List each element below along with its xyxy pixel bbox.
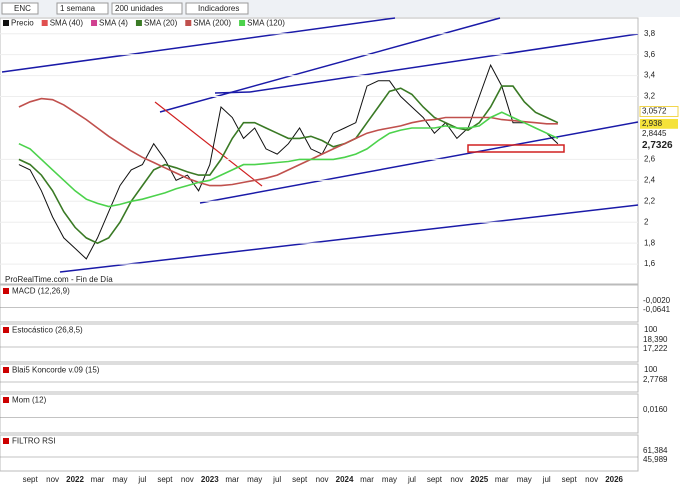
trend-line-red xyxy=(154,101,263,187)
series-line xyxy=(18,97,558,187)
x-tick-label: jul xyxy=(407,475,416,484)
y-tick-label: 3,8 xyxy=(644,29,656,38)
legend-swatch xyxy=(3,20,9,26)
indicator-title: FILTRO RSI xyxy=(12,437,55,446)
x-tick-label: jul xyxy=(272,475,281,484)
indicator-panel xyxy=(0,434,639,472)
indicator-title: MACD (12,26,9) xyxy=(12,287,70,296)
x-tick-label: sept xyxy=(157,475,173,484)
indicator-title: Mom (12) xyxy=(12,396,47,405)
indicators-button: Indicadores xyxy=(198,4,239,13)
x-tick-label: nov xyxy=(46,475,59,484)
x-tick-label: mar xyxy=(91,475,105,484)
symbol-box[interactable] xyxy=(1,2,39,15)
x-tick-label: sept xyxy=(562,475,578,484)
indicator-icon xyxy=(3,397,9,403)
indicator-tag: 0,0160 xyxy=(643,405,668,414)
price-tag: 2,8445 xyxy=(642,129,667,138)
indicator-icon xyxy=(3,288,9,294)
x-tick-label: nov xyxy=(181,475,194,484)
x-tick-label: 2025 xyxy=(470,475,488,484)
x-tick-label: nov xyxy=(585,475,598,484)
x-tick-label: 2023 xyxy=(201,475,219,484)
legend-swatch xyxy=(135,20,142,26)
y-tick-label: 3,6 xyxy=(644,50,656,59)
price-tag-box xyxy=(640,128,678,139)
indicator-icon xyxy=(3,438,9,444)
y-tick-label: 2 xyxy=(644,217,649,226)
legend-swatch xyxy=(91,20,98,26)
indicator-tag: -0,0020 xyxy=(643,296,671,305)
legend-label: SMA (20) xyxy=(144,19,178,28)
period: 1 semana xyxy=(60,4,96,13)
indicator-title: Blai5 Koncorde v.09 (15) xyxy=(12,366,100,375)
x-tick-label: jul xyxy=(137,475,146,484)
x-tick-label: mar xyxy=(225,475,239,484)
support-zone xyxy=(467,144,565,153)
indicator-panel xyxy=(0,284,639,323)
indicator-panel xyxy=(0,363,639,393)
indicator-panel xyxy=(0,323,639,363)
indicator-tick: 100 xyxy=(644,365,658,374)
x-tick-label: may xyxy=(517,475,532,484)
y-tick-label: 3,4 xyxy=(644,71,656,80)
y-tick-label: 2,2 xyxy=(644,196,656,205)
indicator-tag: 17,222 xyxy=(643,344,668,353)
x-tick-label: 2024 xyxy=(336,475,354,484)
period-box[interactable] xyxy=(56,2,109,15)
legend-swatch xyxy=(41,20,48,26)
indicator-tag: -0,0641 xyxy=(643,305,671,314)
price-tag-box xyxy=(639,105,679,117)
legend-label: SMA (120) xyxy=(247,19,285,28)
x-tick-label: may xyxy=(247,475,262,484)
x-tick-label: sept xyxy=(292,475,308,484)
indicator-tag: 45,989 xyxy=(643,455,668,464)
y-tick-label: 3,2 xyxy=(644,92,656,101)
indicator-tag: 2,7768 xyxy=(643,375,668,384)
units-box[interactable] xyxy=(111,2,183,15)
y-tick-label: 2,4 xyxy=(644,175,656,184)
indicator-icon xyxy=(3,327,9,333)
series-line xyxy=(18,85,559,245)
indicators-box[interactable] xyxy=(185,2,249,15)
x-tick-label: 2022 xyxy=(66,475,84,484)
price-tag-box xyxy=(640,140,678,151)
price-tag: 2,7326 xyxy=(642,140,673,151)
legend-swatch xyxy=(239,20,246,26)
indicator-panel xyxy=(0,393,639,434)
symbol: ENC xyxy=(14,4,31,13)
legend-label: Precio xyxy=(11,19,34,28)
legend-label: SMA (200) xyxy=(193,19,231,28)
x-tick-label: nov xyxy=(450,475,463,484)
price-tag: 3,0572 xyxy=(642,107,667,116)
watermark: ProRealTime.com - Fin de Día xyxy=(5,275,113,284)
legend-label: SMA (40) xyxy=(50,19,84,28)
legend-label: SMA (4) xyxy=(99,19,128,28)
series-line xyxy=(18,111,559,208)
indicator-tag: 18,390 xyxy=(643,335,668,344)
x-tick-label: sept xyxy=(23,475,39,484)
price-tag: 2,938 xyxy=(642,119,663,128)
x-tick-label: 2026 xyxy=(605,475,623,484)
price-panel xyxy=(0,17,639,285)
indicator-tag: 61,384 xyxy=(643,446,668,455)
indicator-title: Estocástico (26,8,5) xyxy=(12,326,83,335)
x-tick-label: may xyxy=(112,475,127,484)
price-tag-box xyxy=(640,118,678,129)
x-tick-label: may xyxy=(382,475,397,484)
legend-swatch xyxy=(185,20,192,26)
indicator-tick: 100 xyxy=(644,325,658,334)
x-tick-label: mar xyxy=(495,475,509,484)
x-tick-label: jul xyxy=(542,475,551,484)
units: 200 unidades xyxy=(115,4,163,13)
x-tick-label: mar xyxy=(360,475,374,484)
x-tick-label: sept xyxy=(427,475,443,484)
x-tick-label: nov xyxy=(316,475,329,484)
y-tick-label: 1,6 xyxy=(644,259,656,268)
y-tick-label: 1,8 xyxy=(644,238,656,247)
indicator-icon xyxy=(3,367,9,373)
y-tick-label: 2,6 xyxy=(644,154,656,163)
